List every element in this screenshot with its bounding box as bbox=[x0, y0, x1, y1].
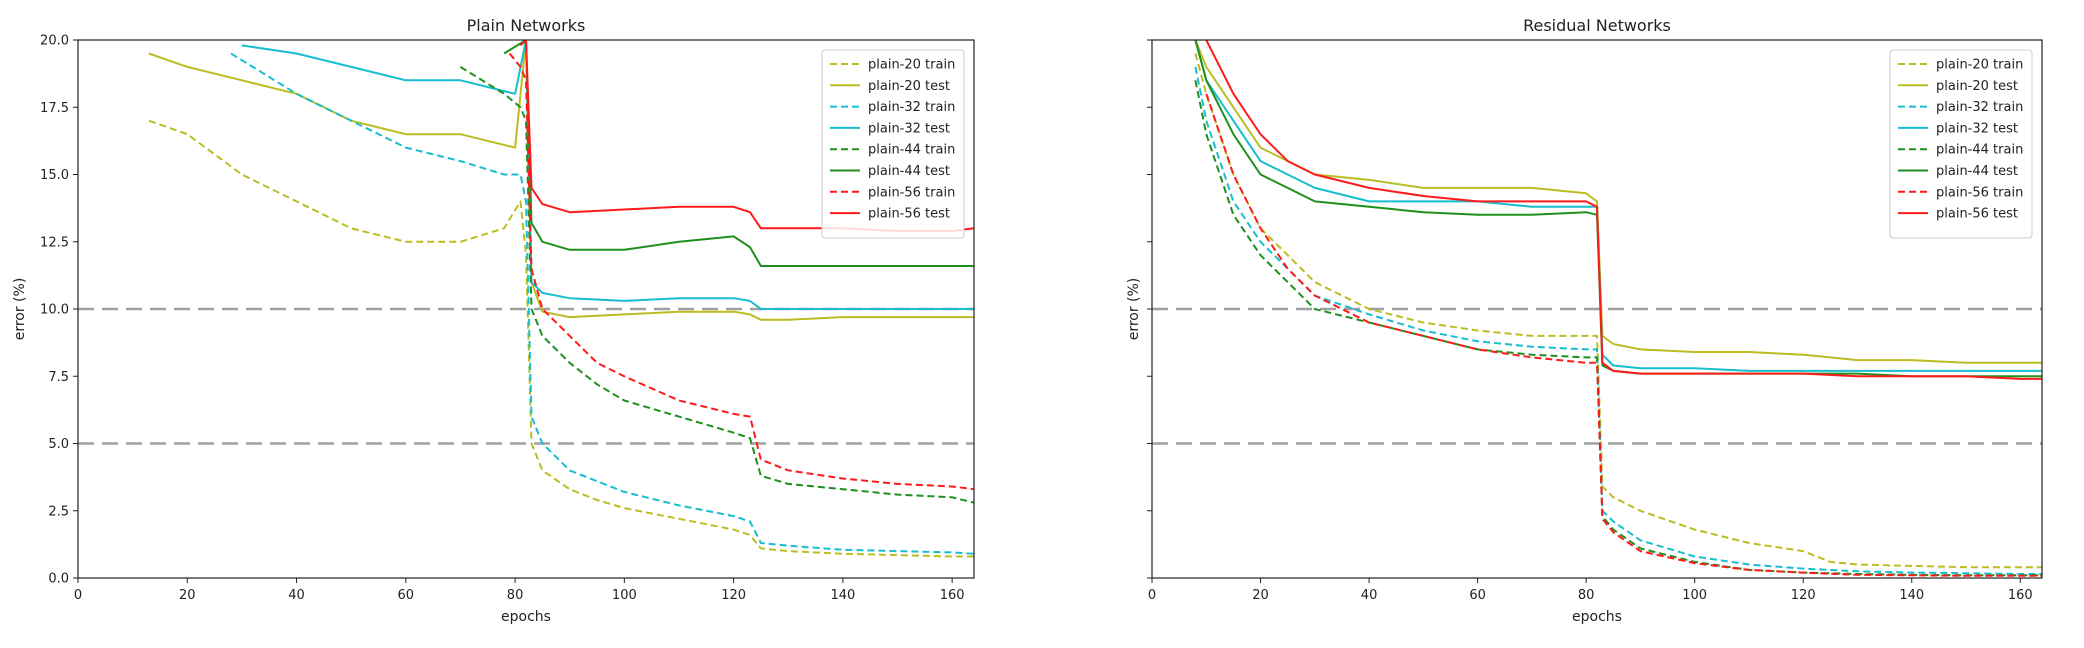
x-tick-label: 100 bbox=[612, 588, 637, 603]
y-axis-label: error (%) bbox=[12, 278, 28, 341]
legend-label: plain-20 train bbox=[868, 58, 955, 73]
legend-label: plain-44 test bbox=[868, 164, 950, 179]
series-line-plain-20-test bbox=[148, 40, 974, 321]
y-tick-label: 0.0 bbox=[48, 572, 69, 587]
x-tick-label: 120 bbox=[1791, 588, 1816, 603]
x-tick-label: 20 bbox=[179, 588, 196, 603]
series-line-plain-32-train bbox=[230, 52, 974, 555]
series-line-plain-32-train bbox=[1194, 66, 2042, 575]
y-tick-label: 7.5 bbox=[48, 370, 69, 385]
legend: plain-20 train plain-20 test plain-32 trai… bbox=[821, 49, 965, 239]
series-lines bbox=[148, 40, 974, 558]
y-tick-label: 17.5 bbox=[40, 101, 69, 116]
series-line-plain-44-test bbox=[503, 40, 974, 267]
y-tick-label: 10.0 bbox=[40, 303, 69, 318]
legend: plain-20 train plain-20 test plain-32 trai… bbox=[1889, 49, 2033, 239]
x-tick-label: 100 bbox=[1682, 588, 1707, 603]
y-tick-label: 12.5 bbox=[40, 235, 69, 250]
series-line-plain-56-train bbox=[1205, 93, 2042, 577]
x-tick-label: 80 bbox=[1578, 588, 1595, 603]
y-tick-label: 2.5 bbox=[48, 504, 69, 519]
legend-label: plain-56 test bbox=[868, 207, 950, 222]
legend-label: plain-20 train bbox=[1936, 58, 2023, 73]
y-tick-label: 20.0 bbox=[40, 34, 69, 49]
legend-label: plain-44 train bbox=[1936, 143, 2023, 158]
series-line-plain-44-train bbox=[1194, 80, 2042, 577]
chart-panel-residual: Residual Networks 0 20 40 60 80 100 120 140 160 ep… bbox=[1126, 16, 2043, 625]
series-line-plain-32-test bbox=[241, 40, 974, 310]
x-axis-label: epochs bbox=[501, 609, 551, 625]
x-tick-label: 40 bbox=[1361, 588, 1378, 603]
x-tick-label: 0 bbox=[74, 588, 82, 603]
x-tick-label: 20 bbox=[1252, 588, 1269, 603]
chart-panel-plain: Plain Networks 0 20 40 60 80 100 120 140 160 0.0 2.… bbox=[12, 16, 975, 625]
axes-frame bbox=[77, 39, 975, 579]
axes-frame bbox=[1151, 39, 2043, 579]
y-axis-label: error (%) bbox=[1126, 278, 1142, 341]
x-tick-label: 160 bbox=[940, 588, 965, 603]
legend-label: plain-44 test bbox=[1936, 164, 2018, 179]
legend-label: plain-20 test bbox=[1936, 79, 2018, 94]
x-tick-label: 0 bbox=[1148, 588, 1156, 603]
y-tick-label: 15.0 bbox=[40, 168, 69, 183]
x-tick-label: 60 bbox=[398, 588, 415, 603]
series-lines bbox=[1194, 40, 2042, 577]
series-line-plain-56-test bbox=[1205, 40, 2042, 380]
legend-label: plain-56 train bbox=[1936, 185, 2023, 200]
legend-label: plain-44 train bbox=[868, 143, 955, 158]
legend-label: plain-32 train bbox=[1936, 100, 2023, 115]
series-line-plain-20-train bbox=[148, 119, 974, 558]
x-tick-label: 140 bbox=[1899, 588, 1924, 603]
chart-title: Residual Networks bbox=[1523, 16, 1671, 35]
x-tick-label: 40 bbox=[288, 588, 305, 603]
series-line-plain-44-train bbox=[459, 66, 974, 504]
y-tick-label: 5.0 bbox=[48, 437, 69, 452]
chart-title: Plain Networks bbox=[467, 16, 586, 35]
legend-label: plain-32 train bbox=[868, 100, 955, 115]
x-axis-label: epochs bbox=[1572, 609, 1622, 625]
x-tick-label: 160 bbox=[2008, 588, 2033, 603]
x-tick-label: 120 bbox=[721, 588, 746, 603]
legend-label: plain-20 test bbox=[868, 79, 950, 94]
legend-label: plain-32 test bbox=[1936, 121, 2018, 136]
legend-label: plain-32 test bbox=[868, 121, 950, 136]
x-tick-label: 80 bbox=[507, 588, 524, 603]
legend-label: plain-56 test bbox=[1936, 207, 2018, 222]
x-tick-label: 60 bbox=[1469, 588, 1486, 603]
x-tick-label: 140 bbox=[830, 588, 855, 603]
series-line-plain-56-train bbox=[508, 52, 974, 491]
legend-label: plain-56 train bbox=[868, 185, 955, 200]
